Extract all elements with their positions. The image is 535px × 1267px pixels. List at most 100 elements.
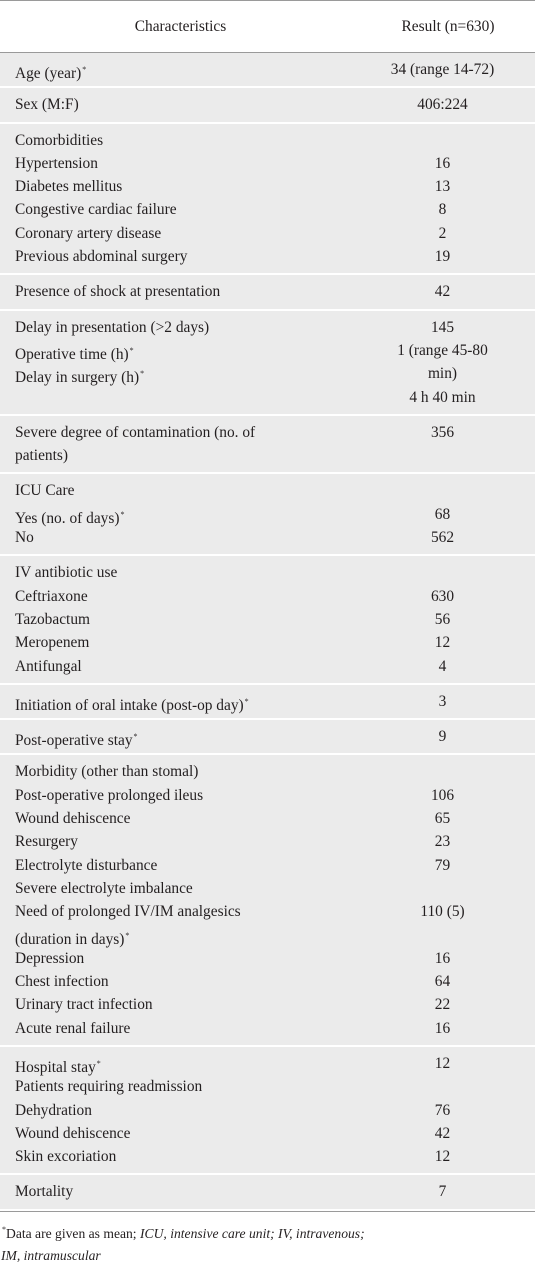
row-label-text: Chest infection bbox=[15, 973, 109, 991]
mean-marker: * bbox=[129, 345, 134, 355]
row-label: Delay in surgery (h)* bbox=[0, 362, 350, 386]
row-value bbox=[350, 479, 535, 502]
row-label: Presence of shock at presentation bbox=[0, 280, 350, 303]
row-label-text: No bbox=[15, 529, 34, 547]
row-label-text: Severe electrolyte imbalance bbox=[15, 879, 193, 897]
row-label-text: Wound dehiscence bbox=[15, 810, 131, 828]
row-label-text: Meropenem bbox=[15, 634, 90, 652]
row-value bbox=[350, 877, 535, 900]
row-label-text: Skin excoriation bbox=[15, 1148, 117, 1166]
row-label: Sex (M:F) bbox=[0, 93, 350, 116]
row-label-text: Ceftriaxone bbox=[15, 587, 88, 605]
row-label: ICU Care bbox=[0, 479, 350, 502]
table-row: Age (year)* 34 (range 14-72) bbox=[0, 58, 535, 82]
row-label: Resurgery bbox=[0, 830, 350, 853]
table-row: Resurgery 23 bbox=[0, 830, 535, 853]
table-row: Operative time (h)* 1 (range 45-80 bbox=[0, 339, 535, 363]
table-row-group: Comorbidities Hypertension 16 Diabetes mell… bbox=[0, 123, 535, 276]
row-label: Dehydration bbox=[0, 1099, 350, 1122]
row-label-text: Urinary tract infection bbox=[15, 996, 153, 1014]
table-row-group: Age (year)* 34 (range 14-72) bbox=[0, 53, 535, 89]
table-row: Wound dehiscence 42 bbox=[0, 1122, 535, 1145]
row-value: 2 bbox=[438, 224, 447, 242]
row-value: 630 bbox=[430, 587, 455, 605]
row-label-text: ICU Care bbox=[15, 482, 75, 500]
row-value: 79 bbox=[434, 856, 451, 874]
table-row: Antifungal 4 bbox=[0, 655, 535, 678]
row-value: 4 bbox=[438, 657, 447, 675]
row-label-text: Hypertension bbox=[15, 154, 98, 172]
row-label: Comorbidities bbox=[0, 129, 350, 152]
mean-marker: * bbox=[82, 65, 87, 74]
row-label-text: Operative time (h) bbox=[15, 345, 129, 363]
row-value: 9 bbox=[438, 728, 447, 746]
row-label-text: Antifungal bbox=[15, 657, 82, 675]
table-row: Patients requiring readmission bbox=[0, 1075, 535, 1098]
table-row: Urinary tract infection 22 bbox=[0, 993, 535, 1016]
row-value bbox=[350, 129, 535, 152]
row-value: 64 bbox=[434, 973, 451, 991]
row-value: 1 (range 45-80 bbox=[397, 341, 488, 359]
row-value: 76 bbox=[434, 1101, 451, 1119]
row-label: patients) bbox=[0, 444, 350, 467]
row-label-text: Depression bbox=[15, 949, 85, 967]
row-label: Ceftriaxone bbox=[0, 585, 350, 608]
row-value: 65 bbox=[434, 810, 451, 828]
row-label-text: Hospital stay bbox=[15, 1058, 96, 1076]
row-label: Patients requiring readmission bbox=[0, 1075, 350, 1098]
table-row: Initiation of oral intake (post-op day)*… bbox=[0, 690, 535, 714]
row-value: 16 bbox=[434, 1019, 451, 1037]
row-label: Post-operative stay* bbox=[0, 725, 350, 749]
table-row: Post-operative prolonged ileus 106 bbox=[0, 784, 535, 807]
table-row: Acute renal failure 16 bbox=[0, 1017, 535, 1040]
table-row: IV antibiotic use bbox=[0, 561, 535, 584]
row-label-text: Post-operative prolonged ileus bbox=[15, 786, 204, 804]
row-label: Initiation of oral intake (post-op day)* bbox=[0, 690, 350, 714]
row-label: Tazobactum bbox=[0, 608, 350, 631]
row-value: 56 bbox=[434, 610, 451, 628]
row-value: 110 (5) bbox=[420, 903, 465, 921]
row-label-text: Diabetes mellitus bbox=[15, 178, 123, 196]
table-row: Sex (M:F) 406:224 bbox=[0, 93, 535, 116]
table-row: Chest infection 64 bbox=[0, 970, 535, 993]
mean-marker: * bbox=[125, 930, 130, 940]
row-label: Urinary tract infection bbox=[0, 993, 350, 1016]
table-row: Severe degree of contamination (no. of 35… bbox=[0, 421, 535, 444]
row-label: Depression bbox=[0, 947, 350, 970]
row-value: 106 bbox=[430, 786, 455, 804]
row-label-text: Resurgery bbox=[15, 833, 78, 851]
table-row: Coronary artery disease 2 bbox=[0, 222, 535, 245]
table-row: Morbidity (other than stomal) bbox=[0, 760, 535, 783]
row-label: Delay in presentation (>2 days) bbox=[0, 316, 350, 339]
row-label-text: Coronary artery disease bbox=[15, 224, 162, 242]
row-label-text: Dehydration bbox=[15, 1101, 92, 1119]
header-result: Result (n=630) bbox=[401, 17, 495, 35]
footnote-abbrev-2: IM, intramuscular bbox=[1, 1247, 101, 1263]
row-label: Antifungal bbox=[0, 655, 350, 678]
table-row: Presence of shock at presentation 42 bbox=[0, 280, 535, 303]
table-row: Dehydration 76 bbox=[0, 1099, 535, 1122]
table-row-group: IV antibiotic use Ceftriaxone 630 Tazobactu… bbox=[0, 556, 535, 685]
row-label: Operative time (h)* bbox=[0, 339, 350, 363]
table-row: Depression 16 bbox=[0, 947, 535, 970]
row-label: Severe electrolyte imbalance bbox=[0, 877, 350, 900]
row-value: min) bbox=[427, 365, 458, 383]
header-characteristics: Characteristics bbox=[134, 17, 227, 35]
table-row-group: Morbidity (other than stomal) Post-operat… bbox=[0, 755, 535, 1047]
row-label-text: Delay in presentation (>2 days) bbox=[15, 318, 210, 336]
table-row: Congestive cardiac failure 8 bbox=[0, 198, 535, 221]
row-value: 42 bbox=[434, 1124, 451, 1142]
row-label-text: Comorbidities bbox=[15, 131, 104, 149]
table-row-group: Hospital stay* 12 Patients requiring readm… bbox=[0, 1046, 535, 1176]
footnote: *Data are given as mean; ICU, intensive … bbox=[0, 1210, 535, 1267]
table-row-group: Delay in presentation (>2 days) 145 Operat… bbox=[0, 310, 535, 416]
table-row: Mortality 7 bbox=[0, 1180, 535, 1203]
row-label: (duration in days)* bbox=[0, 924, 350, 948]
row-label: Hospital stay* bbox=[0, 1052, 350, 1076]
table-row-group: Initiation of oral intake (post-op day)*… bbox=[0, 684, 535, 721]
row-label-text: patients) bbox=[15, 447, 68, 465]
table-row: Tazobactum 56 bbox=[0, 608, 535, 631]
row-label: Hypertension bbox=[0, 152, 350, 175]
table-row: Wound dehiscence 65 bbox=[0, 807, 535, 830]
table-row: Previous abdominal surgery 19 bbox=[0, 245, 535, 268]
